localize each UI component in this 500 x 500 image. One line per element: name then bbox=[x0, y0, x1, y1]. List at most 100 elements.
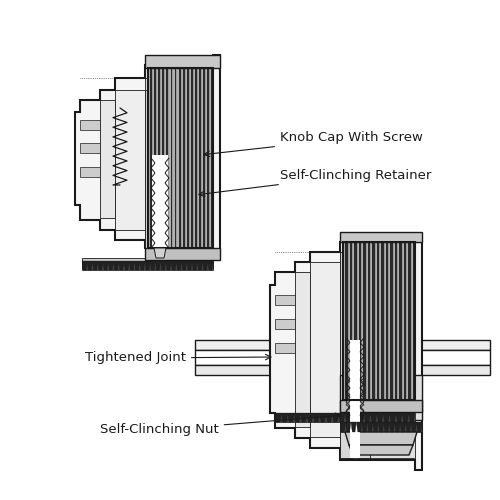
Polygon shape bbox=[187, 261, 192, 270]
Polygon shape bbox=[154, 248, 166, 258]
Polygon shape bbox=[397, 242, 400, 400]
Polygon shape bbox=[313, 413, 320, 422]
Polygon shape bbox=[118, 261, 124, 270]
Polygon shape bbox=[352, 242, 354, 400]
Polygon shape bbox=[343, 242, 415, 400]
Polygon shape bbox=[275, 295, 295, 305]
Polygon shape bbox=[320, 413, 326, 422]
Polygon shape bbox=[82, 258, 213, 268]
Polygon shape bbox=[406, 422, 411, 432]
Polygon shape bbox=[114, 261, 118, 270]
Polygon shape bbox=[145, 90, 157, 248]
Polygon shape bbox=[384, 422, 389, 432]
Polygon shape bbox=[338, 413, 345, 422]
Polygon shape bbox=[92, 261, 98, 270]
Polygon shape bbox=[176, 68, 178, 248]
Polygon shape bbox=[340, 252, 415, 458]
Text: Knob Cap With Screw: Knob Cap With Screw bbox=[204, 132, 423, 156]
Polygon shape bbox=[164, 68, 166, 248]
Polygon shape bbox=[160, 261, 166, 270]
Polygon shape bbox=[294, 413, 300, 422]
Polygon shape bbox=[340, 400, 422, 412]
Polygon shape bbox=[282, 413, 288, 422]
Polygon shape bbox=[358, 252, 370, 458]
Polygon shape bbox=[377, 413, 383, 422]
Polygon shape bbox=[140, 261, 145, 270]
Polygon shape bbox=[270, 242, 422, 470]
Polygon shape bbox=[402, 413, 408, 422]
Polygon shape bbox=[390, 413, 396, 422]
Polygon shape bbox=[295, 272, 310, 427]
Polygon shape bbox=[148, 68, 150, 248]
Polygon shape bbox=[205, 68, 207, 248]
Polygon shape bbox=[389, 422, 394, 432]
Polygon shape bbox=[115, 90, 145, 230]
Polygon shape bbox=[402, 242, 404, 400]
Polygon shape bbox=[370, 242, 372, 400]
Polygon shape bbox=[145, 78, 213, 248]
Polygon shape bbox=[346, 422, 351, 432]
Polygon shape bbox=[145, 55, 220, 68]
Text: Self-Clinching Nut: Self-Clinching Nut bbox=[100, 413, 341, 436]
Polygon shape bbox=[160, 68, 162, 248]
Polygon shape bbox=[201, 68, 203, 248]
Polygon shape bbox=[392, 242, 395, 400]
Polygon shape bbox=[145, 248, 220, 260]
Polygon shape bbox=[209, 68, 211, 248]
Polygon shape bbox=[184, 68, 187, 248]
Polygon shape bbox=[340, 422, 422, 432]
Polygon shape bbox=[80, 143, 100, 153]
Polygon shape bbox=[288, 413, 294, 422]
Polygon shape bbox=[208, 261, 213, 270]
Polygon shape bbox=[379, 242, 382, 400]
Polygon shape bbox=[340, 232, 422, 242]
Polygon shape bbox=[349, 445, 413, 455]
Polygon shape bbox=[340, 375, 422, 420]
Polygon shape bbox=[383, 413, 390, 422]
Polygon shape bbox=[156, 68, 158, 248]
Polygon shape bbox=[180, 68, 182, 248]
Polygon shape bbox=[103, 261, 108, 270]
Polygon shape bbox=[368, 422, 373, 432]
Polygon shape bbox=[343, 242, 345, 400]
Polygon shape bbox=[75, 55, 220, 255]
Polygon shape bbox=[195, 350, 490, 365]
Polygon shape bbox=[384, 242, 386, 400]
Polygon shape bbox=[171, 261, 176, 270]
Polygon shape bbox=[350, 340, 360, 458]
Polygon shape bbox=[370, 413, 377, 422]
Text: Self-Clinching Retainer: Self-Clinching Retainer bbox=[199, 168, 432, 196]
Polygon shape bbox=[275, 319, 295, 329]
Polygon shape bbox=[361, 242, 364, 400]
Polygon shape bbox=[80, 120, 100, 130]
Polygon shape bbox=[356, 242, 359, 400]
Polygon shape bbox=[152, 68, 154, 248]
Polygon shape bbox=[332, 413, 338, 422]
Polygon shape bbox=[416, 422, 422, 432]
Polygon shape bbox=[410, 242, 413, 400]
Polygon shape bbox=[134, 261, 140, 270]
Polygon shape bbox=[358, 413, 364, 422]
Polygon shape bbox=[400, 422, 406, 432]
Polygon shape bbox=[172, 68, 174, 248]
Polygon shape bbox=[129, 261, 134, 270]
Text: Tightened Joint: Tightened Joint bbox=[85, 352, 271, 364]
Polygon shape bbox=[195, 340, 490, 350]
Polygon shape bbox=[163, 90, 175, 248]
Polygon shape bbox=[192, 68, 195, 248]
Polygon shape bbox=[168, 68, 170, 248]
Polygon shape bbox=[373, 422, 378, 432]
Polygon shape bbox=[124, 261, 129, 270]
Polygon shape bbox=[326, 413, 332, 422]
Polygon shape bbox=[411, 422, 416, 432]
Polygon shape bbox=[80, 167, 100, 177]
Polygon shape bbox=[145, 261, 150, 270]
Polygon shape bbox=[352, 413, 358, 422]
Polygon shape bbox=[152, 155, 168, 248]
Polygon shape bbox=[394, 422, 400, 432]
Polygon shape bbox=[340, 252, 352, 458]
Polygon shape bbox=[408, 413, 415, 422]
Polygon shape bbox=[100, 100, 115, 218]
Polygon shape bbox=[275, 343, 295, 353]
Polygon shape bbox=[98, 261, 103, 270]
